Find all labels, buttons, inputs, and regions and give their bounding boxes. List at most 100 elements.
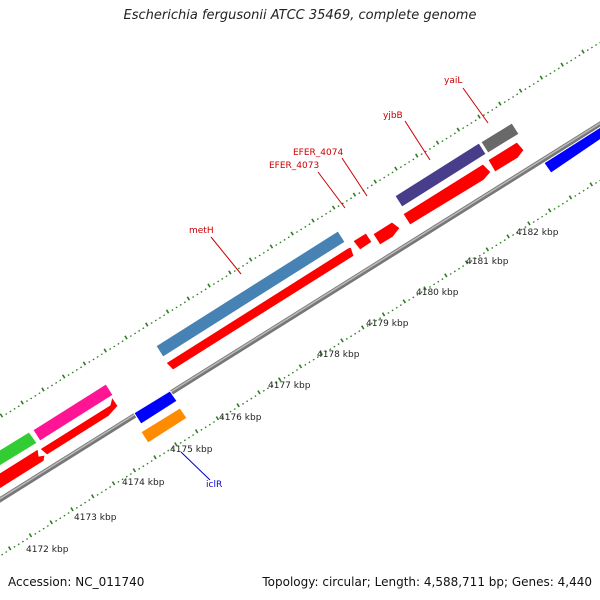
ruler-minor-tick (88, 499, 91, 502)
ruler-minor-tick (408, 160, 411, 163)
ruler-minor-tick (171, 309, 174, 312)
ruler-minor-tick (466, 124, 469, 127)
ruler-minor-tick (254, 257, 257, 260)
ruler-minor-tick (196, 293, 199, 296)
ruler-minor-tick (100, 491, 103, 494)
ruler-minor-tick (487, 111, 490, 114)
ruler-minor-tick (337, 205, 340, 208)
cds-yaiL[interactable] (487, 141, 525, 173)
scale-label-4176: 4176 kbp (219, 413, 262, 423)
ruler-minor-tick (482, 114, 485, 117)
ruler-minor-tick (391, 171, 394, 174)
ruler-major-tick (257, 390, 261, 395)
ruler-minor-tick (287, 236, 290, 239)
scale-label-4172: 4172 kbp (26, 545, 69, 555)
ruler-minor-tick (283, 238, 286, 241)
ruler-minor-tick (557, 205, 560, 208)
cds-yjbB[interactable] (402, 163, 492, 226)
ruler-minor-tick (225, 275, 228, 278)
ruler-minor-tick (183, 301, 186, 304)
ruler-major-tick (361, 325, 365, 330)
blue-gene-right[interactable] (543, 121, 600, 174)
ruler-minor-tick (595, 43, 598, 46)
ruler-minor-tick (420, 153, 423, 156)
scale-label-4174: 4174 kbp (122, 478, 165, 488)
ruler-major-tick (174, 442, 178, 447)
metH-gene[interactable] (155, 230, 346, 358)
ruler-minor-tick (250, 397, 253, 400)
cds-left-1[interactable] (0, 448, 46, 490)
ruler-major-tick (236, 403, 240, 408)
yjbB-gene[interactable] (394, 142, 487, 208)
ruler-minor-tick (453, 132, 456, 135)
ruler-minor-tick (304, 225, 307, 228)
ruler-minor-tick (491, 108, 494, 111)
ruler-major-tick (506, 234, 510, 239)
yaiL-gene[interactable] (480, 122, 520, 154)
genome-backbone-highlight (0, 122, 600, 500)
ruler-minor-tick (212, 421, 215, 424)
cds-efer4074[interactable] (372, 221, 401, 246)
ruler-minor-tick (528, 85, 531, 88)
ruler-major-tick (248, 257, 253, 262)
ruler-minor-tick (117, 480, 120, 483)
ruler-minor-tick (387, 173, 390, 176)
ruler-minor-tick (536, 80, 539, 83)
ruler-minor-tick (499, 241, 502, 244)
ruler-minor-tick (470, 121, 473, 124)
blue-gene-left[interactable] (133, 390, 178, 425)
ruler-minor-tick (582, 189, 585, 192)
green-gene[interactable] (0, 431, 38, 467)
scale-label-4179: 4179 kbp (366, 319, 409, 329)
ruler-minor-tick (84, 501, 87, 504)
ruler-minor-tick (412, 158, 415, 161)
ruler-minor-tick (379, 179, 382, 182)
ruler-major-tick (298, 364, 303, 369)
ruler-minor-tick (308, 223, 311, 226)
ruler-minor-tick (325, 212, 328, 215)
ruler-minor-tick (109, 486, 112, 489)
ruler-major-tick (41, 387, 45, 392)
ruler-minor-tick (129, 335, 132, 338)
pink-gene[interactable] (32, 383, 114, 442)
efer4073-leader (317, 171, 346, 209)
ruler-minor-tick (366, 186, 369, 189)
ruler-minor-tick (266, 249, 269, 252)
cds-left-2[interactable] (39, 395, 119, 456)
ruler-minor-tick (449, 134, 452, 137)
ruler-minor-tick (59, 517, 62, 520)
ruler-minor-tick (399, 304, 402, 307)
lower-tick-ruler (1, 179, 600, 556)
ruler-minor-tick (59, 379, 62, 382)
label-yjbB: yjbB (383, 111, 403, 121)
label-yaiL: yaiL (444, 76, 462, 86)
ruler-minor-tick (233, 270, 236, 273)
ruler-minor-tick (524, 88, 527, 91)
ruler-minor-tick (221, 277, 224, 280)
cds-metH[interactable] (165, 246, 355, 371)
ruler-minor-tick (304, 363, 307, 366)
ruler-major-tick (331, 205, 336, 210)
cds-efer4073[interactable] (352, 232, 373, 251)
ruler-minor-tick (296, 231, 299, 234)
ruler-minor-tick (474, 119, 477, 122)
ruler-minor-tick (433, 145, 436, 148)
ruler-major-tick (394, 166, 398, 171)
ruler-minor-tick (329, 210, 332, 213)
ruler-minor-tick (358, 192, 361, 195)
iclR-gene[interactable] (140, 407, 188, 444)
ruler-major-tick (581, 49, 585, 54)
ruler-minor-tick (512, 233, 515, 236)
ruler-minor-tick (80, 504, 83, 507)
ruler-minor-tick (379, 317, 382, 320)
ruler-major-tick (464, 260, 469, 265)
scale-label-4175: 4175 kbp (170, 445, 213, 455)
ruler-minor-tick (420, 291, 423, 294)
ruler-minor-tick (337, 343, 340, 346)
map-title: Escherichia fergusonii ATCC 35469, compl… (123, 8, 477, 23)
ruler-major-tick (20, 400, 24, 405)
ruler-major-tick (61, 374, 66, 379)
ruler-minor-tick (183, 439, 186, 442)
ruler-major-tick (91, 494, 95, 499)
ruler-minor-tick (287, 374, 290, 377)
